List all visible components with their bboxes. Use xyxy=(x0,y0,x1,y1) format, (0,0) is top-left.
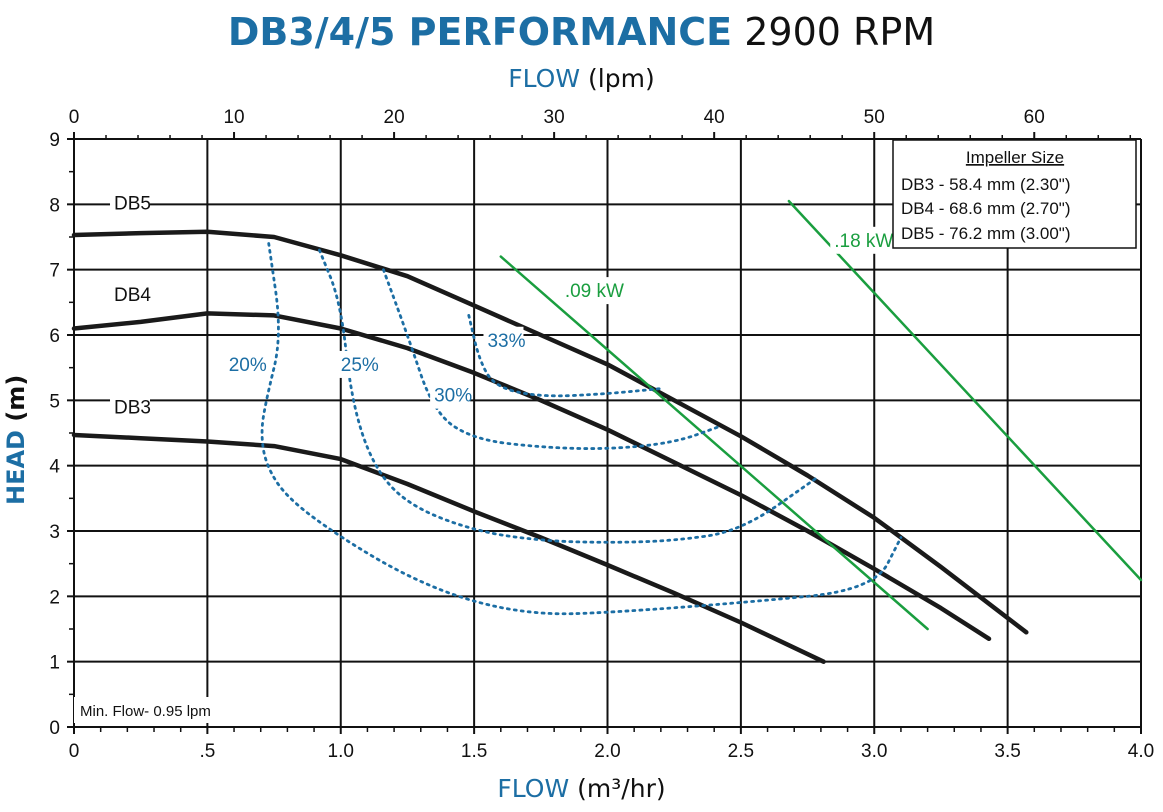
label-background xyxy=(110,189,151,217)
y-tick-label: 8 xyxy=(49,195,60,216)
label-background xyxy=(483,326,524,354)
min-flow-text: Min. Flow- 0.95 lpm xyxy=(80,703,211,720)
power-line xyxy=(787,199,1143,582)
x-tick-label: 0 xyxy=(69,741,80,762)
efficiency-curve xyxy=(382,268,721,450)
grid xyxy=(67,132,1142,734)
efficiency-label: 30% xyxy=(434,386,472,407)
y-tick-label: 3 xyxy=(49,522,60,543)
y-tick-label: 4 xyxy=(49,457,60,478)
head-curve-db5 xyxy=(71,229,1029,635)
label-background xyxy=(830,226,901,254)
x-tick-label: 3.0 xyxy=(861,741,887,762)
impeller-legend: Impeller Size DB3 - 58.4 mm (2.30") DB4 … xyxy=(892,139,1137,249)
label-background xyxy=(110,281,151,309)
x2-tick-label: 50 xyxy=(864,107,885,128)
top-axis-unit: (lpm) xyxy=(588,64,655,93)
y-tick-label: 7 xyxy=(49,261,60,282)
top-axis-label: FLOW xyxy=(508,64,581,93)
label-background xyxy=(430,381,471,409)
efficiency-label: 25% xyxy=(341,355,379,376)
label-background xyxy=(560,277,631,305)
x-tick-label: 4.0 xyxy=(1128,741,1154,762)
legend-box xyxy=(892,139,1137,249)
x2-tick-label: 0 xyxy=(69,107,80,128)
curve-label: DB5 xyxy=(114,194,151,215)
legend-title: Impeller Size xyxy=(966,148,1064,167)
chart-title-sub: 2900 RPM xyxy=(744,10,936,54)
curve-label: DB4 xyxy=(114,285,151,306)
curve-label: DB3 xyxy=(114,397,151,418)
efficiency-curve xyxy=(260,242,903,616)
x-tick-label: 1.0 xyxy=(328,741,354,762)
x-tick-label: 2.0 xyxy=(594,741,620,762)
efficiency-curve xyxy=(467,314,663,398)
x-tick-label: 2.5 xyxy=(728,741,754,762)
power-label: .18 kW xyxy=(834,231,893,252)
legend-line-db4: DB4 - 68.6 mm (2.70") xyxy=(901,199,1070,218)
y-tick-label: 5 xyxy=(49,391,60,412)
x2-tick-label: 30 xyxy=(544,107,565,128)
series-labels: DB5 DB4 DB3 20% 25% 30% 33% .09 kW .18 kW xyxy=(110,189,901,421)
power-line xyxy=(499,255,929,631)
y-tick-label: 1 xyxy=(49,653,60,674)
label-background xyxy=(336,350,377,378)
note-background xyxy=(74,697,267,723)
head-curve-db3 xyxy=(71,432,826,664)
legend-line-db5: DB5 - 76.2 mm (3.00") xyxy=(901,224,1070,243)
top-axis-title: FLOW (lpm) xyxy=(0,64,1163,93)
bottom-axis-unit: (m³/hr) xyxy=(577,774,666,803)
x-tick-label: 1.5 xyxy=(461,741,487,762)
x2-tick-label: 10 xyxy=(223,107,244,128)
efficiency-label: 20% xyxy=(229,355,267,376)
x2-tick-label: 60 xyxy=(1024,107,1045,128)
y-tick-label: 2 xyxy=(49,587,60,608)
label-background xyxy=(224,350,265,378)
label-background xyxy=(110,393,151,421)
efficiency-label: 33% xyxy=(487,331,525,352)
head-curve-db4 xyxy=(71,311,992,642)
power-label: .09 kW xyxy=(565,281,624,302)
y-tick-label: 6 xyxy=(49,326,60,347)
bottom-axis-label: FLOW xyxy=(497,774,570,803)
min-flow-note: Min. Flow- 0.95 lpm xyxy=(74,697,267,723)
y-tick-label: 9 xyxy=(49,130,60,151)
legend-line-db3: DB3 - 58.4 mm (2.30") xyxy=(901,175,1070,194)
y-tick-label: 0 xyxy=(49,718,60,739)
x2-tick-label: 20 xyxy=(384,107,405,128)
x-tick-label: .5 xyxy=(199,741,215,762)
series xyxy=(71,199,1143,664)
bottom-axis-title: FLOW (m³/hr) xyxy=(0,774,1163,803)
chart-title: DB3/4/5 PERFORMANCE 2900 RPM xyxy=(0,10,1163,54)
x-tick-label: 3.5 xyxy=(994,741,1020,762)
chart-title-main: DB3/4/5 PERFORMANCE xyxy=(227,10,733,54)
efficiency-curve xyxy=(318,248,817,544)
x2-tick-label: 40 xyxy=(704,107,725,128)
